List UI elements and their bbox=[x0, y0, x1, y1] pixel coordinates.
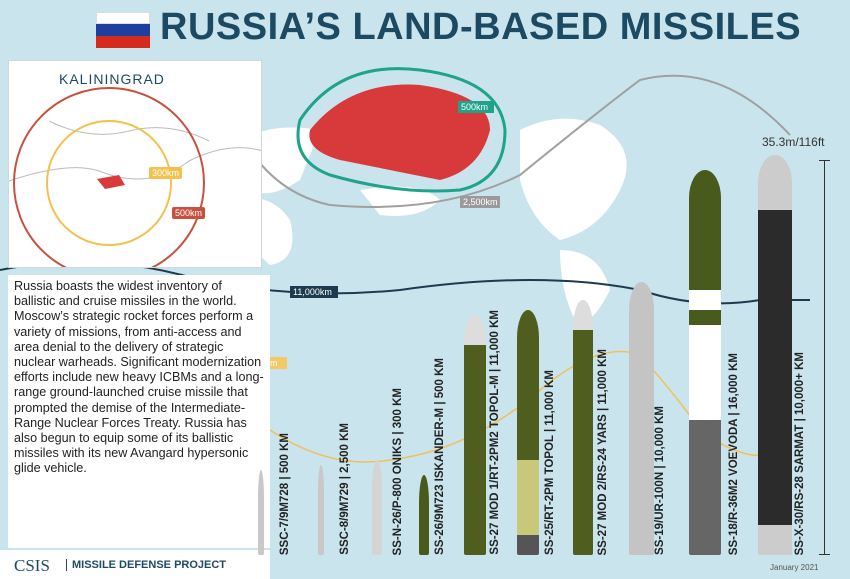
kaliningrad-inset: KALININGRAD 300km 500km bbox=[8, 60, 262, 268]
russia-flag-icon bbox=[96, 12, 150, 48]
missile-body bbox=[258, 470, 264, 555]
missile-label: SS-27 MOD 2/RS-24 YARS | 11,000 KM bbox=[597, 348, 609, 555]
range-300km: 300km bbox=[149, 167, 183, 179]
range-11000km bbox=[0, 261, 810, 305]
description: Russia boasts the widest inventory of ba… bbox=[8, 275, 270, 548]
page-title: RUSSIA’S LAND-BASED MISSILES bbox=[160, 6, 802, 48]
inset-title: KALININGRAD bbox=[59, 71, 165, 87]
missile-body bbox=[419, 475, 429, 555]
russia-500km-ring bbox=[296, 67, 507, 193]
missile-label: SSC-8/9M729 | 2,500 KM bbox=[339, 423, 351, 555]
missile-body bbox=[372, 460, 382, 555]
missile-label: SS-18/R-36M2 VOEVODA | 16,000 KM bbox=[728, 352, 740, 555]
missile-body bbox=[464, 315, 486, 555]
height-label: 35.3m/116ft bbox=[762, 135, 825, 149]
russia-range-label: 500km bbox=[461, 102, 488, 112]
missile-label: SS-X-30/RS-28 SARMAT | 10,000+ KM bbox=[794, 351, 806, 555]
missile-label: SS-N-26/P-800 ONIKS | 300 KM bbox=[392, 387, 404, 555]
missile-body bbox=[318, 465, 324, 555]
range-500km: 500km bbox=[172, 207, 206, 219]
missile-body bbox=[758, 155, 792, 555]
csis-logo: CSIS bbox=[14, 556, 50, 575]
missile-body bbox=[517, 310, 539, 555]
missile-label: SS-27 MOD 1/RT-2PM2 TOPOL-M | 11,000 KM bbox=[489, 310, 501, 555]
date-label: January 2021 bbox=[770, 563, 819, 572]
russia-shape bbox=[309, 84, 490, 180]
missile-body bbox=[689, 170, 721, 555]
missile-label: SS-25/RT-2PM TOPOL | 11,000 KM bbox=[544, 370, 556, 555]
missile-label: SSC-7/9M728 | 500 KM bbox=[279, 432, 291, 555]
footer bbox=[0, 550, 270, 579]
missile-body bbox=[628, 282, 654, 555]
range-2500km bbox=[229, 74, 791, 208]
missile-label: SS-26/9M723 ISKANDER-M | 500 KM bbox=[434, 358, 446, 555]
missile-body bbox=[573, 300, 593, 555]
height-scale-bar bbox=[819, 160, 830, 555]
svg-text:2,500km: 2,500km bbox=[463, 197, 498, 207]
svg-text:11,000km: 11,000km bbox=[293, 287, 332, 297]
missile-label: SS-19/UR-100N | 10,000 KM bbox=[654, 406, 666, 555]
project-name: MISSILE DEFENSE PROJECT bbox=[66, 559, 226, 571]
